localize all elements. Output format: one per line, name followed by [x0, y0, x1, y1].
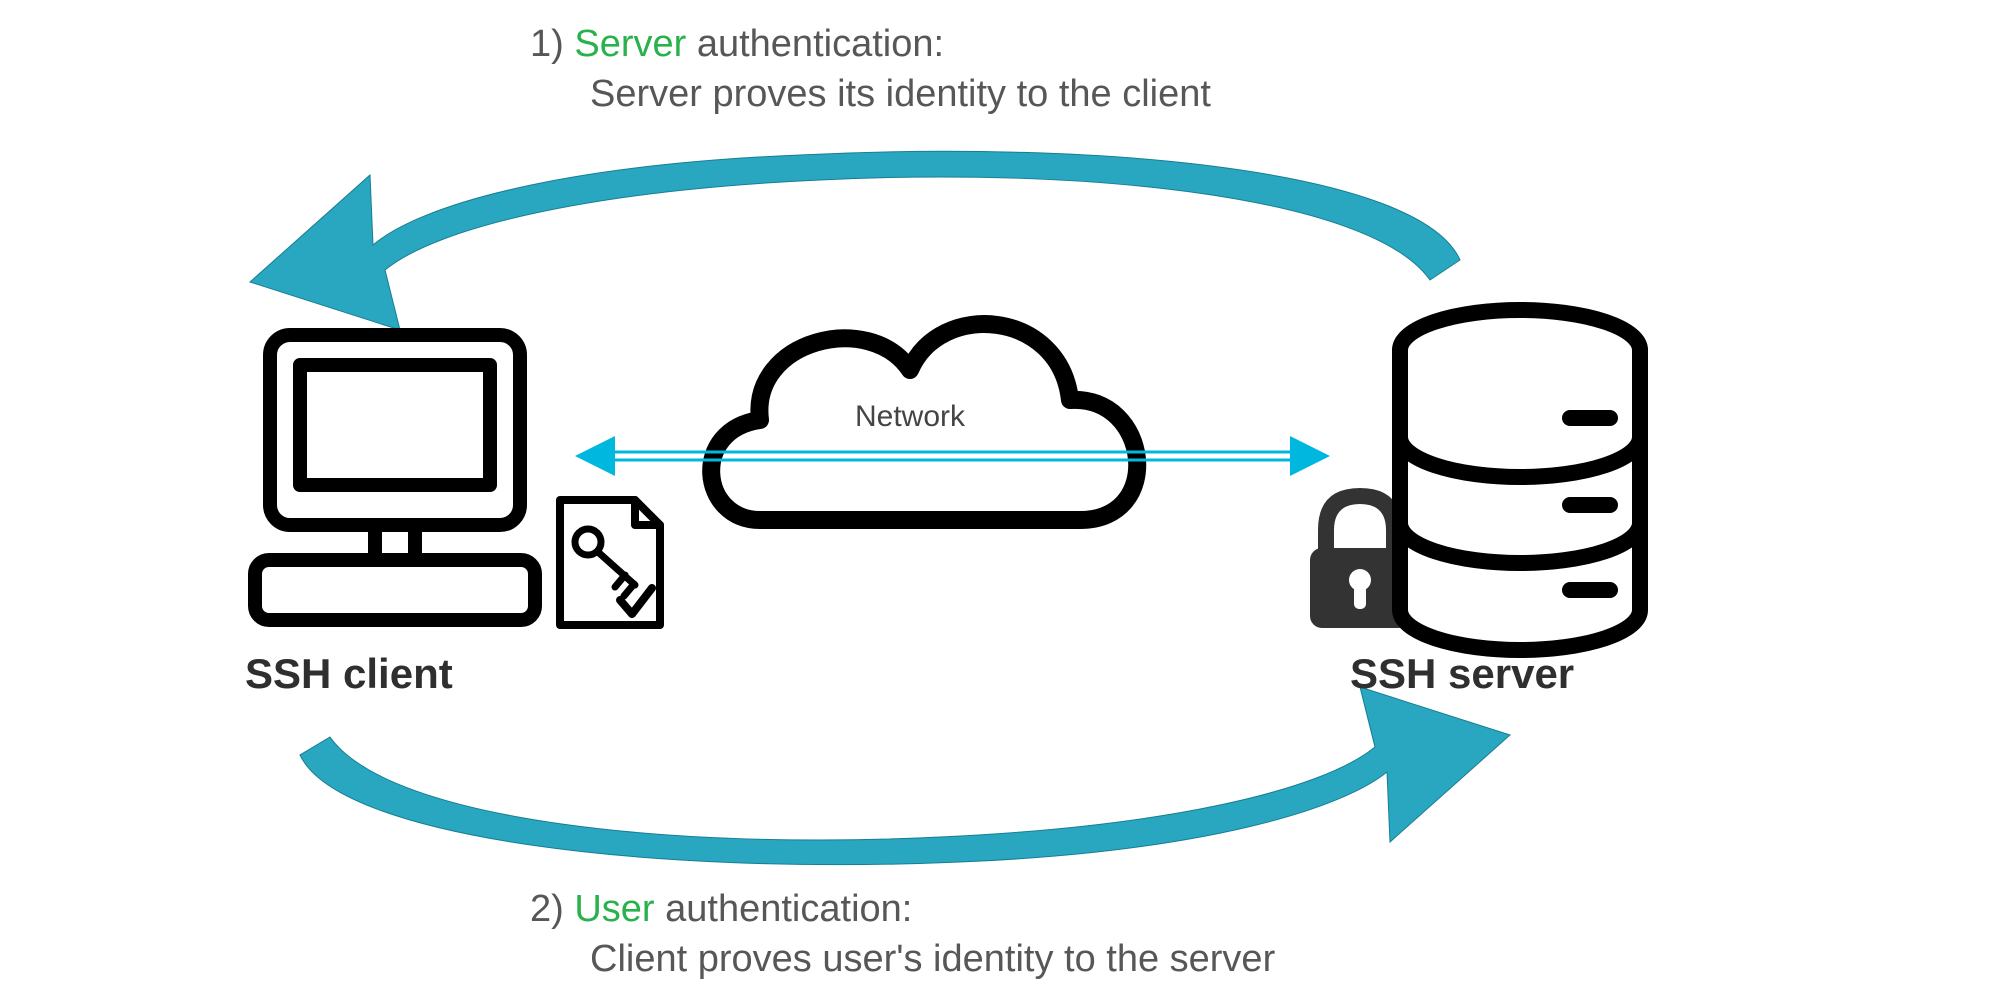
- caption-prefix: 2): [530, 888, 574, 930]
- key-document-icon: [560, 500, 660, 625]
- bottom-caption-line2: Client proves user's identity to the ser…: [590, 935, 1275, 984]
- bottom-caption-line1: 2) User authentication:: [530, 885, 912, 934]
- top-flow-arrow-icon: [250, 151, 1460, 330]
- caption-suffix: authentication:: [655, 888, 913, 930]
- network-label: Network: [855, 400, 965, 434]
- database-server-icon: [1400, 310, 1640, 650]
- client-label: SSH client: [245, 650, 453, 698]
- diagram-canvas: 1) Server authentication: Server proves …: [0, 0, 2000, 1000]
- computer-icon: [255, 335, 535, 620]
- caption-highlight: User: [574, 888, 654, 930]
- bottom-flow-arrow-icon: [300, 687, 1510, 865]
- server-label: SSH server: [1350, 650, 1574, 698]
- diagram-svg-layer: [0, 0, 2000, 1000]
